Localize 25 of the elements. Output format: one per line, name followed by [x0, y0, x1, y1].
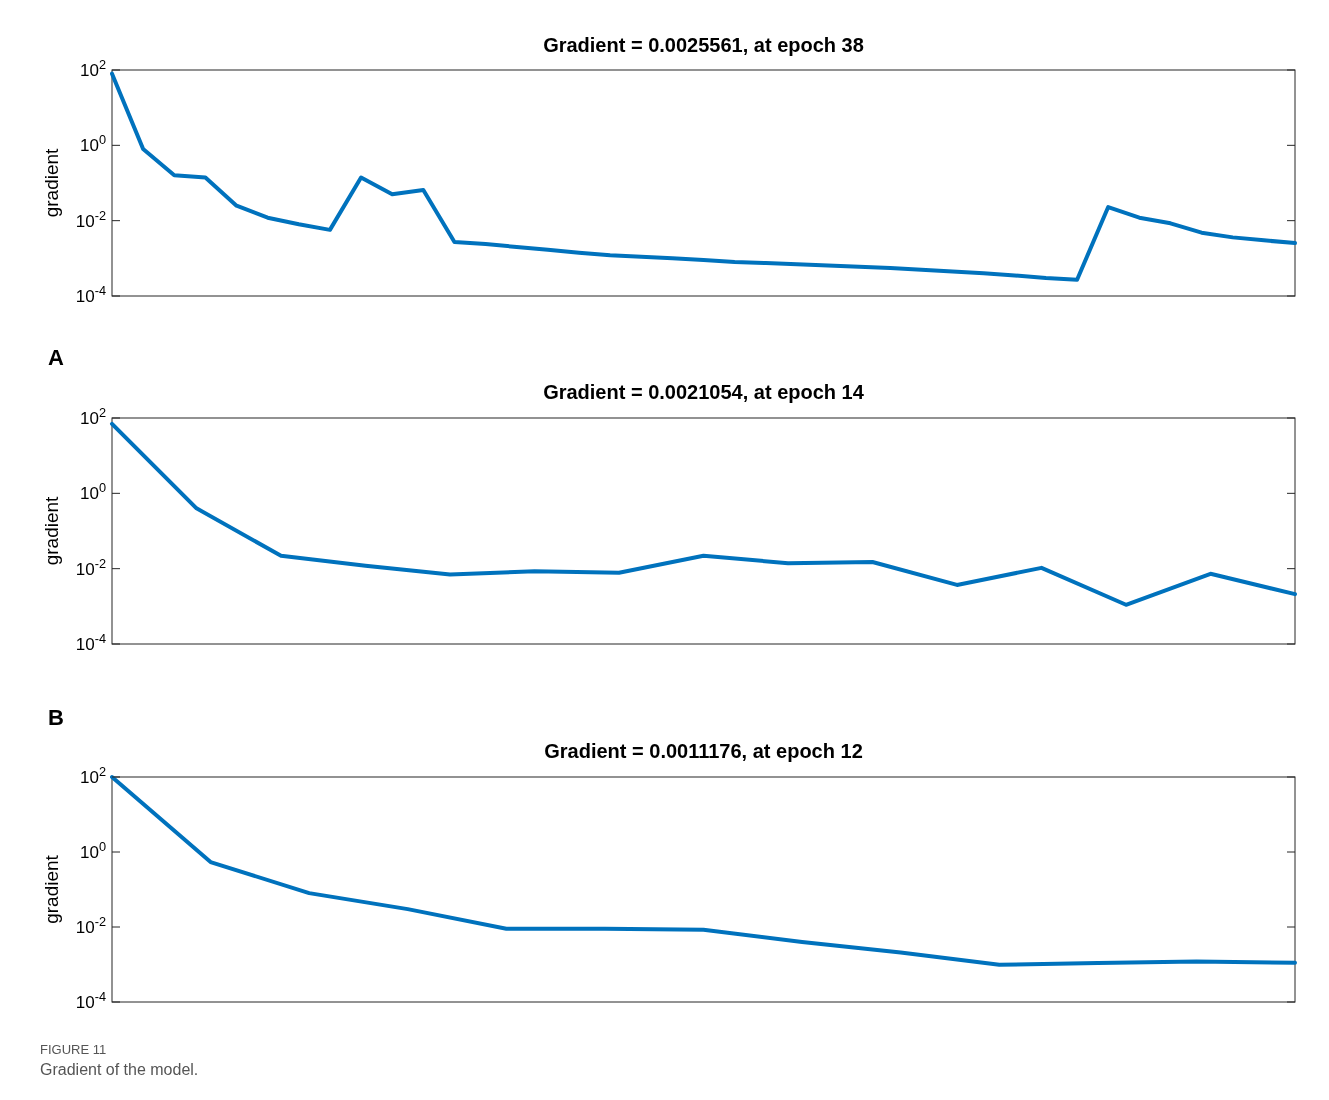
chart-title: Gradient = 0.0025561, at epoch 38	[543, 34, 864, 56]
y-tick-label: 10$^{-4}$	[75, 630, 106, 654]
line-series	[110, 71, 1297, 282]
y-tick-label: 10$^{2}$	[79, 763, 106, 787]
y-tick-label: 10$^{0}$	[79, 131, 106, 156]
text: A	[48, 345, 64, 370]
y-axis-title: gradient	[41, 854, 62, 924]
line-series	[110, 775, 1297, 967]
text: B	[48, 705, 64, 730]
y-tick-label: 10$^{2}$	[79, 56, 106, 80]
y-tick-label: 10$^{0}$	[79, 479, 106, 504]
y-tick-label: 10$^{-4}$	[75, 988, 106, 1012]
y-tick-label: 10$^{-2}$	[75, 555, 106, 579]
line-series	[110, 421, 1297, 607]
chart-title: Gradient = 0.0011176, at epoch 12	[544, 740, 863, 762]
y-tick-label: 10$^{2}$	[79, 404, 106, 428]
y-tick-label: 10$^{-4}$	[75, 282, 106, 306]
chart-title: Gradient = 0.0021054, at epoch 14	[543, 381, 865, 403]
text: Gradient of the model.	[40, 1061, 199, 1078]
y-tick-label: 10$^{-2}$	[75, 207, 106, 231]
y-tick-label: 10$^{0}$	[79, 838, 106, 862]
y-axis-title: gradient	[41, 495, 62, 566]
y-tick-label: 10$^{-2}$	[75, 913, 106, 937]
y-axis-title: gradient	[41, 147, 62, 218]
caption: FIGURE 11	[40, 1042, 107, 1057]
